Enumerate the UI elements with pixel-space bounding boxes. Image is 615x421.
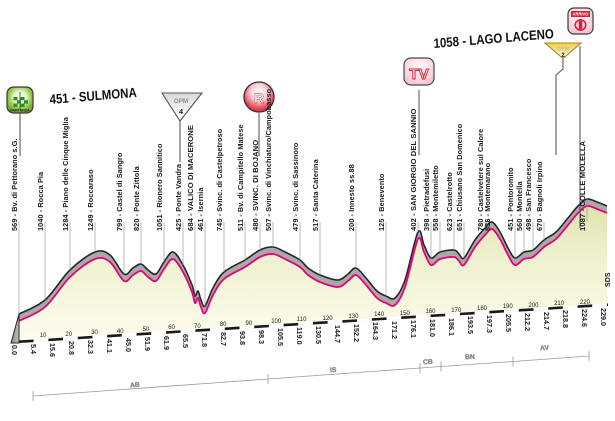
svg-text:GPM: GPM <box>557 47 570 53</box>
svg-text:TV: TV <box>409 66 428 83</box>
svg-text:R: R <box>254 90 264 106</box>
svg-text:GPM: GPM <box>174 98 188 105</box>
svg-text:PARTENZA: PARTENZA <box>10 109 30 113</box>
svg-text:ARRIVO: ARRIVO <box>573 12 590 17</box>
